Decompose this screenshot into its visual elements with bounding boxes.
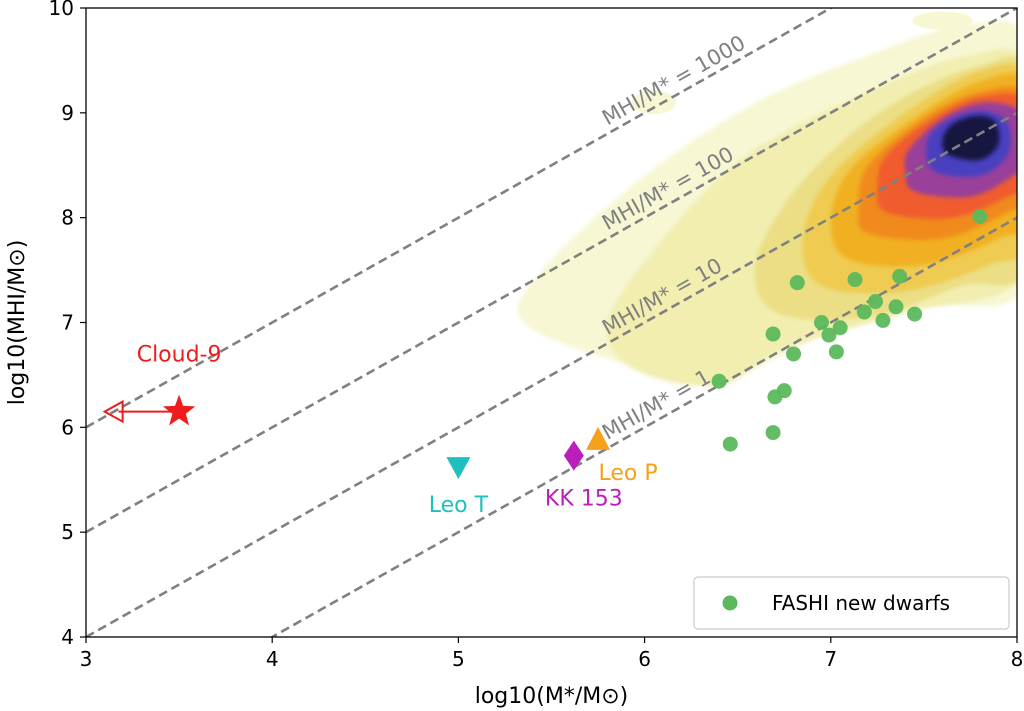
fashi-dwarf-point xyxy=(832,320,848,336)
fashi-dwarf-point xyxy=(722,436,738,452)
y-tick-label: 8 xyxy=(61,206,74,230)
fashi-dwarf-point xyxy=(765,425,781,441)
ratio-line-100 xyxy=(86,8,1017,534)
fashi-dwarf-point xyxy=(972,209,988,225)
legend-marker xyxy=(722,595,738,611)
fashi-dwarf-points xyxy=(711,209,988,452)
x-tick-label: 6 xyxy=(638,647,651,671)
legend-box xyxy=(693,576,1010,630)
fashi-dwarf-point xyxy=(786,346,802,362)
y-axis-ticks: 4 5 6 7 8 9 10 xyxy=(49,0,86,649)
y-tick-label: 4 xyxy=(61,625,74,649)
density-island xyxy=(631,90,676,115)
cloud-9-arrow-head xyxy=(102,399,124,424)
fashi-dwarf-point xyxy=(711,373,727,389)
fashi-dwarf-point xyxy=(875,312,891,328)
x-tick-label: 4 xyxy=(266,647,279,671)
fashi-dwarf-point xyxy=(892,268,908,284)
x-tick-label: 7 xyxy=(824,647,837,671)
x-tick-label: 5 xyxy=(452,647,465,671)
cloud-9-marker xyxy=(162,394,196,426)
density-island xyxy=(912,11,973,30)
density-contours xyxy=(517,11,1017,387)
x-axis-label: log10(M*/M⊙) xyxy=(475,684,629,709)
named-objects xyxy=(102,394,611,480)
fashi-dwarf-point xyxy=(789,275,805,291)
fashi-dwarf-point xyxy=(847,272,863,288)
fashi-dwarf-point xyxy=(856,304,872,320)
leo-p-marker xyxy=(586,426,611,450)
y-tick-label: 5 xyxy=(61,520,74,544)
fashi-dwarf-point xyxy=(907,306,923,322)
fashi-dwarf-point xyxy=(888,299,904,315)
y-tick-label: 6 xyxy=(61,415,74,439)
ratio-line-1000 xyxy=(86,8,834,429)
legend: FASHI new dwarfs xyxy=(693,576,1010,630)
fashi-dwarf-point xyxy=(828,344,844,360)
fashi-dwarf-point xyxy=(767,389,783,405)
plot-area xyxy=(86,8,1017,637)
x-tick-label: 8 xyxy=(1011,647,1024,671)
leo-p-label: Leo P xyxy=(598,461,657,486)
y-tick-label: 10 xyxy=(49,0,74,20)
y-tick-label: 7 xyxy=(61,311,74,335)
ratio-label-1000: MHI/M* = 1000 xyxy=(598,31,749,131)
fashi-dwarf-point xyxy=(821,327,837,343)
fashi-dwarf-point xyxy=(765,326,781,342)
leo-t-label: Leo T xyxy=(429,493,489,518)
y-tick-label: 9 xyxy=(61,101,74,125)
kk-153-marker xyxy=(563,440,584,471)
leo-t-marker xyxy=(446,457,471,480)
x-tick-label: 3 xyxy=(80,647,93,671)
x-axis-ticks: 3 4 5 6 7 8 xyxy=(80,637,1024,671)
fashi-dwarf-point xyxy=(867,294,883,310)
kk-153-label: KK 153 xyxy=(545,487,623,512)
legend-label: FASHI new dwarfs xyxy=(772,591,950,615)
y-axis-label: log10(MHI/M⊙) xyxy=(5,240,30,406)
fashi-dwarf-point xyxy=(813,315,829,330)
cloud-9-label: Cloud-9 xyxy=(137,343,222,368)
ratio-line-10 xyxy=(86,111,1017,637)
